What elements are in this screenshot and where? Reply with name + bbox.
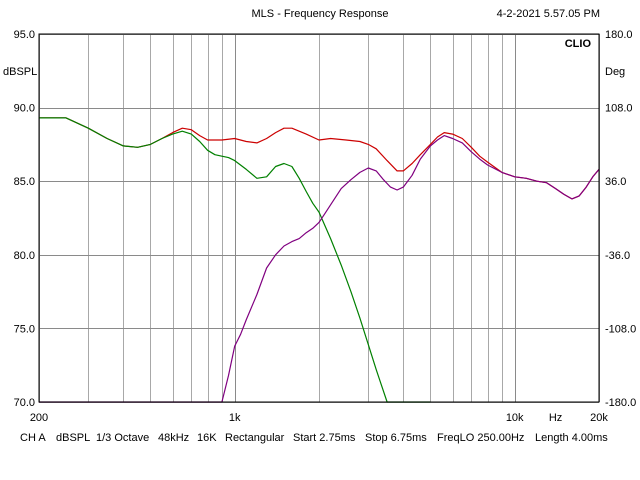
x-gridlines bbox=[39, 34, 600, 402]
footer-item: Start 2.75ms bbox=[293, 432, 356, 444]
y-tick-label: 85.0 bbox=[14, 176, 35, 188]
footer-item: FreqLO 250.00Hz bbox=[437, 432, 524, 444]
y-tick-label: 90.0 bbox=[14, 103, 35, 115]
series-group bbox=[39, 117, 600, 403]
y-tick-labels: 95.0 90.0 85.0 80.0 75.0 70.0 bbox=[14, 29, 35, 409]
footer-item: 48kHz bbox=[158, 432, 189, 444]
footer-item: 1/3 Octave bbox=[96, 432, 149, 444]
y-tick-label: 80.0 bbox=[14, 250, 35, 262]
y-tick-label: 75.0 bbox=[14, 323, 35, 335]
x-tick-labels: 200 1k 10k Hz 20k bbox=[30, 412, 609, 424]
y2-axis-label: Deg bbox=[605, 66, 625, 78]
y-tick-label: 70.0 bbox=[14, 397, 35, 409]
timestamp: 4-2-2021 5.57.05 PM bbox=[497, 8, 600, 20]
chart-title: MLS - Frequency Response bbox=[252, 8, 389, 20]
y-tick-label: 95.0 bbox=[14, 29, 35, 41]
footer-settings: CH A dBSPL 1/3 Octave 48kHz 16K Rectangular St… bbox=[20, 432, 608, 444]
series-line-3 bbox=[39, 135, 600, 403]
x-tick-label: Hz bbox=[549, 412, 562, 424]
footer-item: Stop 6.75ms bbox=[365, 432, 427, 444]
footer-item: 16K bbox=[197, 432, 217, 444]
y2-tick-labels: 180.0 108.0 36.0 -36.0 -108.0 -180.0 bbox=[605, 29, 636, 409]
series-line-2 bbox=[39, 117, 431, 403]
x-tick-label: 20k bbox=[590, 412, 608, 424]
footer-item: dBSPL bbox=[56, 432, 90, 444]
y2-tick-label: 180.0 bbox=[605, 29, 633, 41]
x-tick-label: 1k bbox=[229, 412, 241, 424]
footer-item: CH A bbox=[20, 432, 46, 444]
y2-tick-label: 108.0 bbox=[605, 103, 633, 115]
x-tick-label: 10k bbox=[506, 412, 524, 424]
x-tick-label: 200 bbox=[30, 412, 48, 424]
y-axis-label: dBSPL bbox=[3, 66, 37, 78]
plot-frame bbox=[38, 33, 600, 403]
brand-label: CLIO bbox=[565, 38, 592, 50]
footer-item: Rectangular bbox=[225, 432, 285, 444]
y2-tick-label: 36.0 bbox=[605, 176, 626, 188]
y2-tick-label: -180.0 bbox=[605, 397, 636, 409]
y2-tick-label: -108.0 bbox=[605, 323, 636, 335]
footer-item: Length 4.00ms bbox=[535, 432, 608, 444]
y2-tick-label: -36.0 bbox=[605, 250, 630, 262]
